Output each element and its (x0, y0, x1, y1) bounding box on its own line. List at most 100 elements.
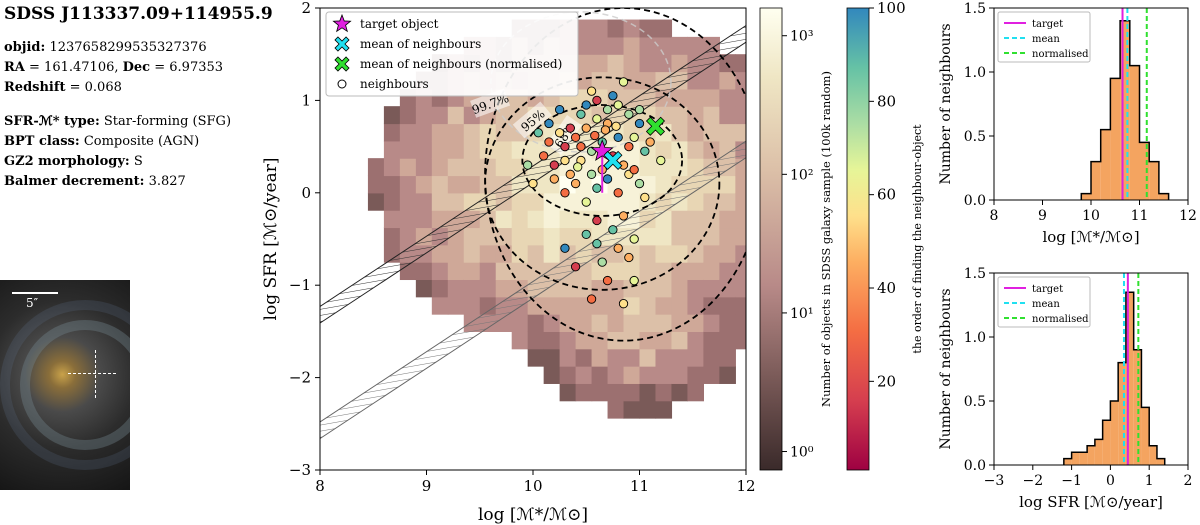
density-cell (511, 331, 529, 350)
density-cell (639, 175, 657, 194)
density-cell (687, 106, 704, 125)
density-cell (511, 262, 529, 281)
neighbour-point (576, 109, 586, 119)
hist-bar (1063, 458, 1072, 465)
hist-x-tick-label: 2 (1184, 473, 1193, 489)
hist-y-tick-label: 0.5 (964, 129, 986, 145)
object-title: SDSS J113337.09+114955.9 (4, 4, 273, 24)
hist-x-tick-label: −2 (1022, 473, 1043, 489)
density-cell (639, 366, 657, 384)
density-cell (671, 123, 689, 142)
order-colorbar-tick-label: 20 (877, 372, 896, 390)
density-cell (527, 314, 545, 332)
density-cell (607, 400, 625, 419)
order-colorbar-tick-label: 80 (877, 92, 896, 110)
redshift-value: = 0.068 (69, 80, 122, 95)
density-cell (559, 227, 577, 246)
density-cell (719, 71, 736, 90)
neighbour-point (608, 91, 618, 101)
density-cell (479, 262, 497, 281)
hist-bar (1120, 20, 1130, 200)
density-cell (479, 140, 497, 159)
neighbour-point (624, 252, 634, 263)
density-cell (735, 175, 746, 194)
density-cell (399, 210, 417, 229)
density-cell (431, 296, 449, 315)
density-cell (591, 314, 609, 332)
density-cell (719, 175, 736, 194)
density-cell (479, 123, 497, 142)
bpt-label: BPT class: (4, 134, 80, 149)
hist-outline (1063, 291, 1166, 465)
density-cell (607, 19, 625, 38)
density-cell (543, 296, 561, 315)
order-colorbar-label: the order of finding the neighbour-objec… (911, 124, 924, 354)
density-cell (703, 331, 720, 350)
density-cell (447, 296, 465, 315)
star-forming-main-sequence-band (320, 24, 746, 324)
density-cell (591, 71, 609, 90)
density-cell (671, 106, 689, 125)
density-cell (575, 54, 593, 73)
density-cell (655, 140, 673, 159)
density-cell (703, 314, 720, 332)
density-cell (431, 262, 449, 281)
neighbour-point (600, 125, 611, 135)
density-cell (495, 262, 513, 281)
density-cell (431, 192, 449, 211)
density-cell (671, 348, 689, 367)
hist-frame (993, 272, 1189, 466)
density-cell (367, 192, 385, 211)
neighbour-point (629, 132, 639, 143)
density-cell (399, 123, 417, 142)
density-cell (527, 244, 545, 263)
density-cell (655, 36, 673, 55)
density-cell (687, 210, 704, 229)
density-cell (495, 140, 513, 159)
density-cell (559, 348, 577, 367)
contour-ellipse (521, 104, 683, 217)
density-cell (575, 348, 593, 367)
density-cell (735, 279, 746, 298)
sfr-type-row: SFR-ℳ* type: Star-forming (SFG) (4, 112, 294, 132)
density-cell (671, 331, 689, 350)
density-cell (687, 36, 704, 55)
density-cell (559, 210, 577, 229)
y-axis-label: log SFR [ℳ⊙/year] (261, 158, 281, 321)
density-cell (687, 296, 704, 315)
density-cell (447, 175, 465, 194)
density-cell (671, 279, 689, 298)
density-cell (719, 227, 736, 246)
hist-x-tick-label: 0 (1106, 473, 1115, 489)
legend-label: mean of neighbours (normalised) (360, 57, 562, 71)
density-cell (687, 244, 704, 263)
neighbour-point (597, 257, 607, 267)
density-colorbar-tick-label: 10³ (790, 29, 813, 45)
neighbour-point (602, 174, 613, 184)
density-colorbar (759, 7, 783, 471)
hist-legend-label: target (1032, 19, 1063, 30)
neighbour-point (570, 262, 581, 272)
density-cell (431, 279, 449, 298)
hist-bar (1087, 445, 1095, 465)
density-cell (719, 296, 736, 315)
hist-bar (1110, 401, 1119, 465)
density-cell (415, 140, 433, 159)
neighbour-point (602, 275, 613, 286)
density-cell (687, 366, 704, 384)
neighbour-point (613, 132, 623, 143)
balmer-label: Balmer decrement: (4, 174, 145, 189)
hist-x-tick-label: −3 (984, 473, 1005, 489)
density-cell (607, 262, 625, 281)
density-cell (623, 296, 641, 315)
neighbour-point (592, 238, 602, 249)
density-cell (703, 88, 720, 107)
sfr-histogram: −3 −2 −1 0 1 2 0.0 0.5 1.0 1.5 log SFR [ℳ⊙/year] Nu… (938, 266, 1192, 511)
info-panel: SDSS J113337.09+114955.9 objid: 12376582… (4, 4, 294, 192)
density-cell (623, 192, 641, 211)
density-cell (655, 279, 673, 298)
density-cell (623, 383, 641, 402)
density-cell (383, 106, 401, 125)
neighbour-point (528, 178, 538, 189)
